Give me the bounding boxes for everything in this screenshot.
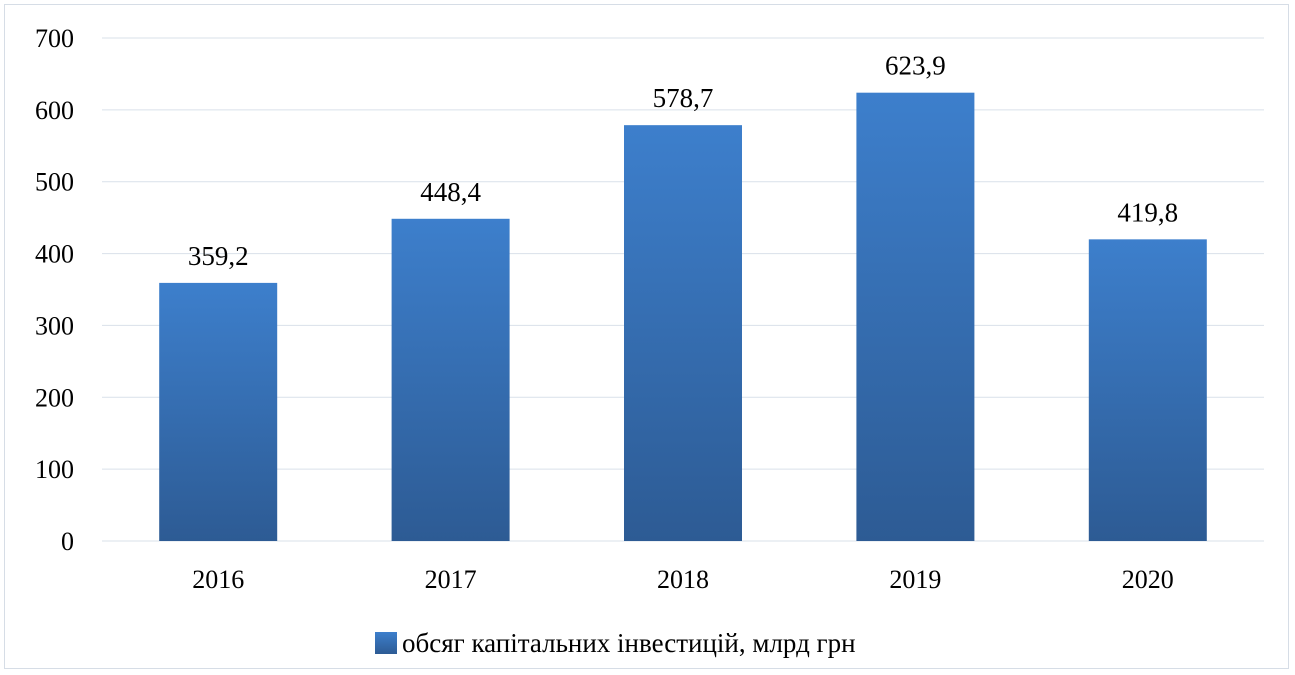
x-tick-label-2017: 2017 (425, 565, 477, 594)
bar-2016 (159, 282, 278, 541)
bar-2020 (1088, 239, 1207, 541)
y-tick-label: 500 (35, 168, 74, 197)
bar-2018 (624, 125, 742, 541)
y-tick-label: 200 (35, 383, 74, 412)
x-tick-label-2019: 2019 (889, 565, 941, 594)
x-tick-label-2016: 2016 (192, 565, 244, 594)
data-label-2016: 359,2 (188, 241, 249, 271)
y-tick-label: 600 (35, 96, 74, 125)
y-tick-label: 100 (35, 455, 74, 484)
data-label-2017: 448,4 (420, 177, 481, 207)
data-label-2019: 623,9 (885, 51, 946, 81)
bars (159, 92, 1207, 541)
y-axis: 0 100 200 300 400 500 600 700 (35, 24, 74, 556)
legend-label: обсяг капітальних інвестицій, млрд грн (402, 628, 856, 658)
y-tick-label: 0 (61, 527, 74, 556)
y-tick-label: 700 (35, 24, 74, 53)
legend: обсяг капітальних інвестицій, млрд грн (375, 628, 856, 658)
x-axis: 2016 2017 2018 2019 2020 (192, 565, 1174, 594)
bar-2017 (391, 218, 510, 541)
data-label-2020: 419,8 (1117, 197, 1178, 227)
bar-2019 (856, 92, 975, 541)
data-labels: 359,2 448,4 578,7 623,9 419,8 (188, 51, 1178, 271)
y-tick-label: 300 (35, 311, 74, 340)
x-tick-label-2018: 2018 (657, 565, 709, 594)
data-label-2018: 578,7 (653, 83, 714, 113)
legend-swatch (375, 632, 397, 654)
x-tick-label-2020: 2020 (1122, 565, 1174, 594)
y-tick-label: 400 (35, 240, 74, 269)
